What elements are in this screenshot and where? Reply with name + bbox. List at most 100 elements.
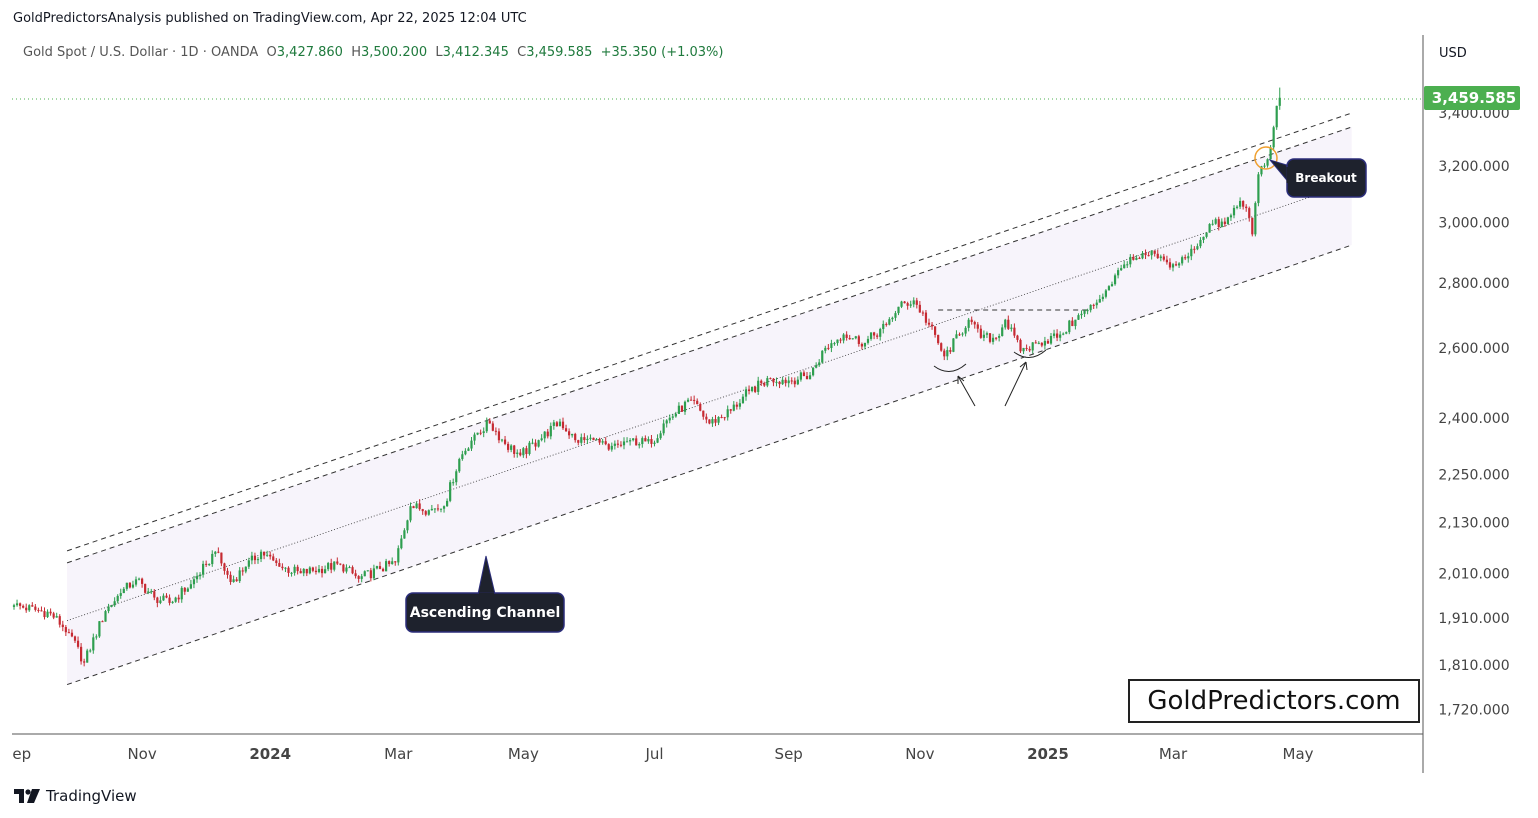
candle-body: [220, 552, 223, 564]
candle-body: [491, 423, 494, 431]
candle: [647, 436, 650, 444]
candle: [1098, 294, 1101, 303]
candle-body: [98, 621, 101, 637]
candle-body: [866, 338, 870, 343]
candle: [253, 552, 257, 565]
candle: [699, 402, 702, 412]
candle-body: [970, 319, 973, 323]
open-label: O: [266, 45, 277, 60]
candle: [348, 565, 351, 569]
candle: [613, 440, 616, 450]
candle: [339, 563, 342, 566]
candle: [320, 565, 324, 578]
candle: [610, 442, 613, 452]
candle: [873, 331, 876, 340]
candle-body: [391, 561, 394, 565]
candle-body: [156, 597, 159, 603]
candle-body: [388, 561, 391, 565]
candle: [174, 596, 177, 603]
candle-body: [815, 365, 818, 368]
candle: [1031, 342, 1034, 354]
candle: [1086, 308, 1089, 315]
candle: [250, 551, 253, 565]
currency-selector[interactable]: USD: [1439, 46, 1467, 61]
candle-body: [714, 419, 717, 423]
candle: [1220, 218, 1223, 228]
candle: [449, 480, 452, 503]
candle: [92, 633, 95, 654]
candle: [1202, 236, 1205, 244]
candle: [1187, 252, 1190, 263]
x-tick-label: 2025: [1027, 745, 1069, 763]
candle-body: [869, 332, 873, 339]
candle-body: [73, 636, 77, 641]
candle: [1022, 347, 1025, 355]
candle-body: [28, 605, 31, 611]
candle-body: [482, 431, 485, 434]
candle-body: [839, 339, 842, 341]
candle: [1040, 342, 1043, 348]
candle-body: [821, 350, 824, 363]
candle: [540, 434, 543, 442]
candle-body: [12, 605, 16, 607]
candle: [958, 332, 961, 336]
footer-brand[interactable]: TradingView: [46, 787, 137, 805]
candle: [906, 301, 909, 310]
candle-body: [888, 319, 891, 325]
candle: [561, 417, 565, 431]
candle-body: [293, 566, 296, 573]
candle-body: [46, 611, 49, 618]
candle-body: [574, 433, 577, 441]
candle-body: [80, 646, 83, 662]
candle-body: [317, 568, 321, 573]
candle-body: [272, 556, 275, 561]
candle: [760, 379, 763, 386]
candle-body: [1223, 221, 1226, 225]
candle: [964, 326, 967, 337]
candle-body: [772, 378, 775, 383]
candle-body: [860, 343, 863, 347]
candle-body: [49, 611, 52, 614]
breakout-callout[interactable]: Breakout: [1268, 158, 1367, 198]
candle: [845, 331, 848, 341]
candle-body: [314, 570, 318, 573]
candle-body: [247, 560, 250, 567]
trendline-channel-upper-outer[interactable]: [66, 112, 1352, 552]
candle-body: [479, 432, 482, 434]
candle: [930, 321, 934, 330]
candle: [214, 551, 217, 557]
ascending-channel-callout[interactable]: Ascending Channel: [405, 555, 565, 633]
candle: [1159, 254, 1162, 262]
candle: [211, 550, 214, 567]
x-tick-label: Jul: [644, 745, 663, 763]
candle-body: [1269, 147, 1272, 160]
candle: [854, 335, 857, 340]
candle: [1263, 163, 1266, 169]
candle: [754, 385, 757, 394]
candle: [638, 442, 641, 449]
candle: [1147, 251, 1150, 257]
candle-body: [104, 611, 107, 622]
candle-body: [229, 574, 232, 583]
candle-body: [613, 443, 616, 446]
candle-body: [83, 661, 86, 663]
candle-body: [58, 616, 61, 625]
candle: [763, 381, 766, 387]
candle: [674, 411, 677, 418]
candle-body: [845, 334, 848, 338]
candle: [1120, 264, 1123, 271]
symbol-title[interactable]: Gold Spot / U.S. Dollar · 1D · OANDA: [23, 45, 259, 60]
candle-body: [882, 323, 885, 330]
candle-body: [1144, 253, 1147, 256]
trendline-channel-lower[interactable]: [66, 244, 1352, 686]
candle-body: [497, 431, 501, 441]
candle-body: [1257, 174, 1260, 204]
candle: [744, 386, 748, 401]
candle-body: [558, 421, 562, 427]
candle-body: [848, 337, 851, 340]
trendline-channel-upper-inner[interactable]: [66, 126, 1352, 564]
candle-body: [516, 452, 519, 454]
candle: [1178, 262, 1181, 269]
candle-body: [1171, 264, 1175, 268]
